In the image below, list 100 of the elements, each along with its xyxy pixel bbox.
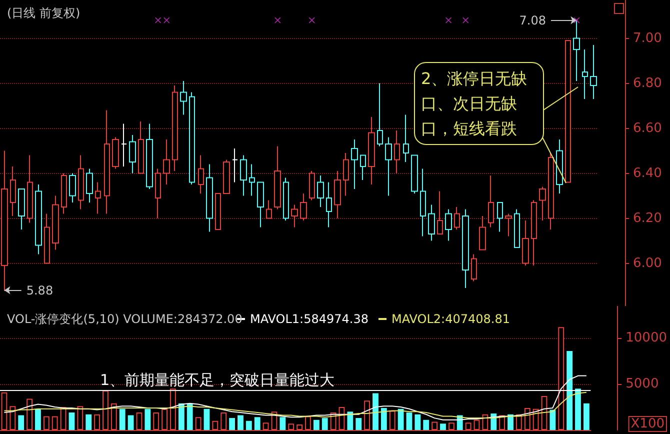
bar	[77, 406, 84, 430]
candlestick	[582, 49, 588, 100]
candlestick	[351, 139, 358, 190]
y-axis-title: X100	[630, 416, 664, 432]
candlestick	[240, 154, 247, 196]
bar	[347, 412, 354, 430]
candlestick	[112, 136, 119, 170]
bar	[280, 417, 286, 430]
bar	[1, 392, 8, 430]
bar	[474, 420, 480, 430]
candlestick	[343, 152, 349, 196]
candlestick	[291, 204, 298, 228]
text: (日线 前复权)	[7, 6, 80, 20]
bar	[566, 351, 573, 430]
candlestick	[138, 121, 144, 174]
bar	[128, 415, 134, 430]
candlestick	[488, 175, 494, 228]
candlestick	[411, 154, 418, 194]
bar	[195, 417, 202, 430]
bar	[26, 398, 32, 430]
bar	[465, 422, 472, 430]
candlestick	[172, 85, 178, 172]
candlestick	[283, 177, 289, 221]
y-tick-label: 6.20	[633, 210, 662, 226]
candlestick	[18, 188, 25, 230]
y-tick-label: 6.60	[633, 120, 662, 136]
bar	[119, 408, 126, 430]
y-tick-label: 7.00	[633, 30, 662, 46]
bar	[238, 415, 244, 430]
candlestick	[497, 202, 503, 232]
bar	[102, 390, 108, 430]
bar	[583, 403, 590, 430]
bar	[364, 400, 370, 430]
y-tick-label: 6.80	[633, 76, 662, 91]
candlestick	[163, 139, 170, 185]
candlestick	[454, 206, 460, 230]
candlestick	[445, 208, 452, 242]
bar	[52, 416, 58, 430]
candlestick	[189, 92, 195, 185]
bar	[204, 408, 210, 430]
bar	[356, 418, 362, 430]
candlestick	[420, 168, 426, 237]
candlestick	[274, 146, 281, 210]
bar	[220, 412, 227, 430]
bar	[229, 418, 235, 430]
candlestick	[565, 40, 571, 183]
bar	[35, 408, 41, 430]
bar	[414, 414, 421, 430]
candlestick	[61, 172, 67, 214]
candlestick	[539, 186, 546, 221]
legend-label: MAVOL2:407408.81	[391, 312, 510, 326]
candlestick	[198, 154, 204, 194]
candlestick	[104, 110, 110, 214]
bar	[372, 393, 378, 430]
bar	[516, 414, 522, 430]
text: VOL-涨停变化(5,10) VOLUME:284372.00	[7, 312, 242, 326]
bar	[212, 420, 218, 430]
candlestick	[69, 172, 76, 203]
candlestick	[300, 193, 307, 221]
y-tick-label: 10000	[626, 330, 668, 346]
bar	[136, 412, 142, 430]
bar	[153, 412, 160, 430]
candlestick	[27, 154, 33, 224]
annotation: 7.08	[519, 13, 546, 28]
ref-line-label: 1、前期量能不足，突破日量能过大	[100, 371, 335, 390]
candlestick	[548, 152, 554, 230]
bar	[380, 408, 387, 430]
candlestick	[514, 208, 520, 248]
candlestick	[428, 204, 435, 242]
y-tick-label: 5000	[626, 376, 659, 392]
bar	[144, 408, 151, 430]
bar	[313, 420, 320, 430]
bar	[448, 422, 454, 430]
candlestick	[556, 139, 563, 194]
candlestick	[505, 213, 512, 237]
legend-label: MAVOL1:584974.38	[250, 312, 368, 326]
candlestick	[471, 254, 477, 282]
candlestick	[326, 182, 332, 228]
candlestick	[385, 136, 392, 196]
bar	[550, 410, 556, 430]
bar	[305, 416, 311, 430]
candlestick	[462, 208, 469, 288]
candlestick	[206, 164, 213, 232]
bar	[296, 424, 302, 430]
bar	[94, 414, 100, 430]
candlestick	[403, 114, 409, 162]
bar	[254, 417, 260, 430]
candlestick	[44, 213, 50, 264]
candlestick	[522, 220, 529, 266]
bar	[508, 414, 514, 430]
candlestick	[86, 168, 93, 203]
annotation: 5.88	[26, 283, 54, 298]
candlestick	[531, 200, 537, 266]
bar	[43, 416, 50, 430]
bar	[186, 403, 193, 430]
candlestick	[257, 182, 264, 228]
candlestick	[334, 170, 341, 219]
candlestick	[1, 150, 8, 291]
line-series	[4, 392, 587, 419]
candlestick	[377, 82, 383, 147]
